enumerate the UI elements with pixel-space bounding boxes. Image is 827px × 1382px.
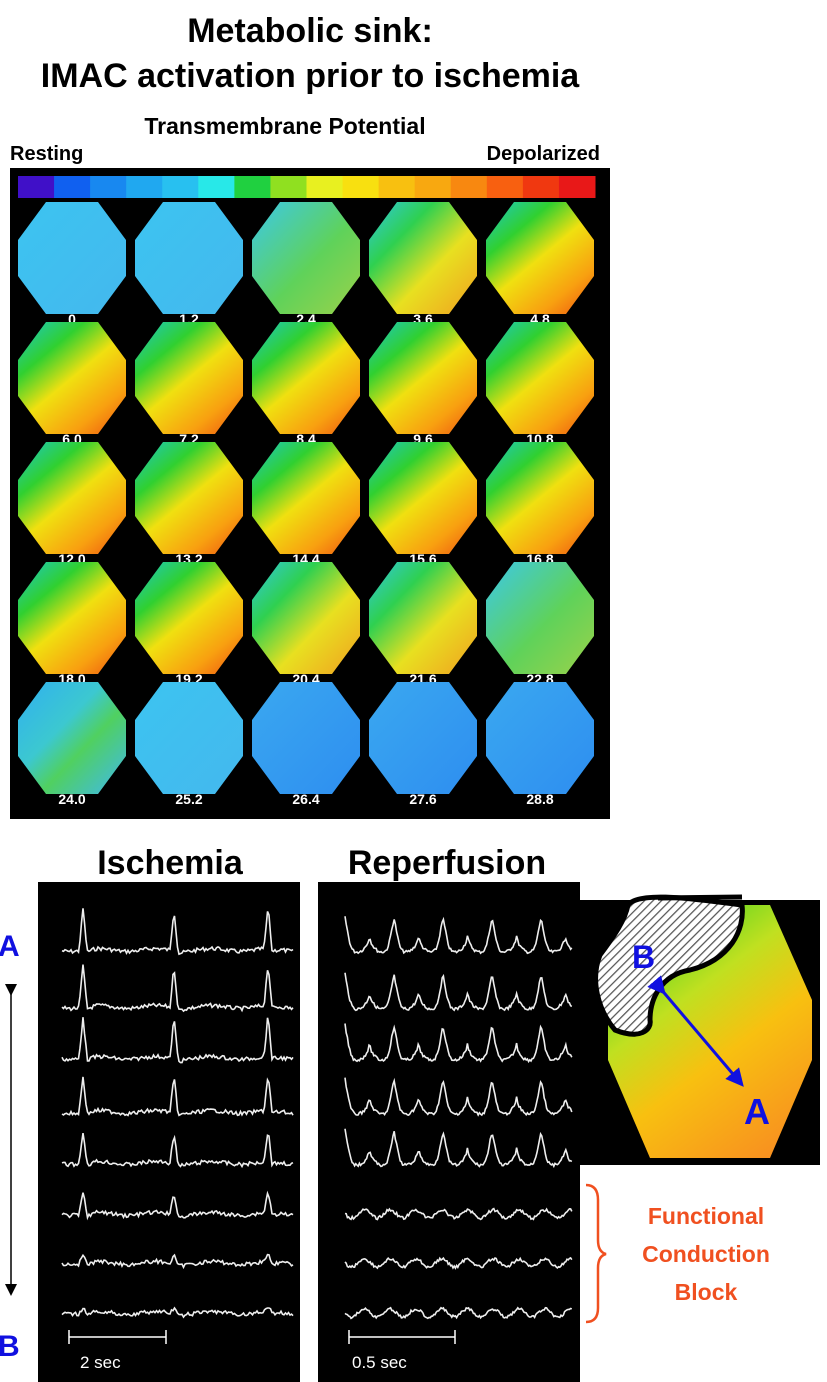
frame-map [252, 442, 360, 554]
colorbar-swatch [126, 176, 163, 198]
annotation-line: Functional [648, 1203, 764, 1229]
frame-map [135, 682, 243, 794]
frame-map [252, 682, 360, 794]
frame-map [18, 322, 126, 434]
frame-time: 25.2 [175, 791, 202, 807]
panel-title: Ischemia [97, 844, 244, 882]
site-label: A [0, 930, 20, 963]
frame-map [252, 562, 360, 674]
frame-map [486, 322, 594, 434]
title-line: Metabolic sink: [187, 12, 433, 50]
figure: Metabolic sink: IMAC activation prior to… [0, 0, 827, 1382]
frame-map [135, 202, 243, 314]
colorbar-right-label: Depolarized [487, 143, 600, 165]
frame-time: 26.4 [292, 791, 319, 807]
frame-map [18, 682, 126, 794]
annotation-line: Block [675, 1279, 738, 1305]
frame-time: 27.6 [409, 791, 436, 807]
frame-map [18, 562, 126, 674]
frame-time: 24.0 [58, 791, 85, 807]
colorbar-swatch [54, 176, 91, 198]
frame-map [369, 562, 477, 674]
map-label: B [632, 939, 655, 975]
frame-map [486, 682, 594, 794]
colorbar-swatch [198, 176, 235, 198]
frame-map [135, 442, 243, 554]
frame-map [486, 442, 594, 554]
colorbar-swatch [18, 176, 55, 198]
colorbar-swatch [343, 176, 380, 198]
annotation-line: Conduction [642, 1241, 770, 1267]
frame-map [18, 202, 126, 314]
colorbar-swatch [90, 176, 127, 198]
brace [586, 1185, 606, 1322]
colorbar [18, 176, 596, 198]
colorbar-swatch [162, 176, 199, 198]
frame-map [369, 322, 477, 434]
frame-map [486, 562, 594, 674]
title-line: IMAC activation prior to ischemia [41, 57, 581, 95]
colorbar-swatch [523, 176, 560, 198]
colorbar-swatch [270, 176, 307, 198]
frame-map [369, 682, 477, 794]
panel-title: Reperfusion [348, 844, 546, 882]
frame-map [369, 442, 477, 554]
frame-map [135, 322, 243, 434]
scale-label: 2 sec [80, 1353, 121, 1372]
trace-panel [318, 882, 580, 1382]
colorbar-swatch [487, 176, 524, 198]
scale-label: 0.5 sec [352, 1353, 407, 1372]
frame-time: 28.8 [526, 791, 553, 807]
colorbar-swatch [307, 176, 344, 198]
colorbar-swatch [379, 176, 416, 198]
frame-map [18, 442, 126, 554]
frame-map [252, 202, 360, 314]
site-label: B [0, 1330, 20, 1363]
colorbar-swatch [415, 176, 452, 198]
colorbar-swatch [234, 176, 271, 198]
frame-map [486, 202, 594, 314]
map-label: A [744, 1091, 770, 1132]
frame-map [252, 322, 360, 434]
frame-map [369, 202, 477, 314]
colorbar-title: Transmembrane Potential [144, 113, 425, 139]
colorbar-left-label: Resting [10, 143, 83, 165]
frame-map [135, 562, 243, 674]
block-border [658, 897, 742, 898]
trace-panel [38, 882, 300, 1382]
colorbar-swatch [559, 176, 596, 198]
colorbar-swatch [451, 176, 488, 198]
